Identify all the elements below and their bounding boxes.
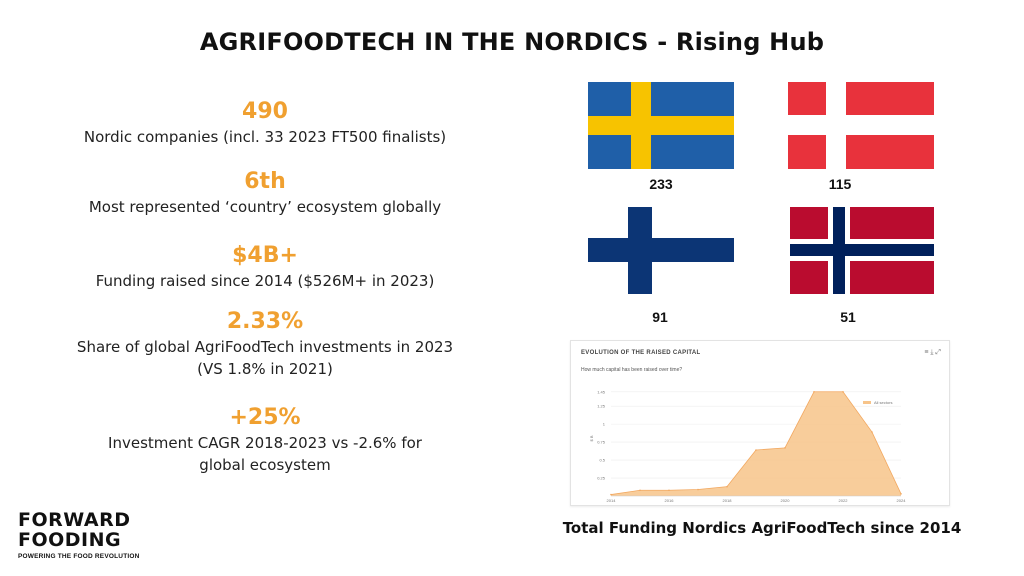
legend-label: All sectors — [874, 400, 892, 405]
forward-fooding-logo: FORWARD FOODING POWERING THE FOOD REVOLU… — [18, 510, 148, 560]
data-point — [813, 390, 815, 393]
y-tick-label: 0.75 — [597, 440, 606, 445]
chart-caption: Total Funding Nordics AgriFoodTech since… — [562, 519, 962, 537]
sweden-count: 233 — [649, 176, 673, 192]
y-tick-label: 0.25 — [597, 476, 606, 481]
data-point — [871, 431, 873, 433]
stat-value: 6th — [244, 169, 286, 194]
raised-capital-chart: EVOLUTION OF THE RAISED CAPITAL ≡ ⤓ ⤢ Ho… — [570, 340, 950, 506]
data-point — [784, 447, 786, 449]
stat-desc: Funding raised since 2014 ($526M+ in 202… — [95, 272, 435, 290]
stat-value: $4B+ — [232, 243, 298, 268]
stat-funding: $4B+ Funding raised since 2014 ($526M+ i… — [0, 242, 530, 292]
stat-desc: (VS 1.8% in 2021) — [197, 360, 333, 378]
x-tick-label: 2024 — [897, 498, 907, 503]
finland-flag-icon — [588, 207, 734, 294]
y-tick-label: 1 — [603, 422, 606, 427]
stat-value: 2.33% — [226, 309, 304, 334]
denmark-count: 115 — [828, 176, 852, 192]
x-tick-label: 2020 — [781, 498, 791, 503]
logo-tagline: POWERING THE FOOD REVOLUTION — [18, 553, 140, 560]
chart-title: EVOLUTION OF THE RAISED CAPITAL — [581, 350, 701, 356]
stat-desc: Share of global AgriFoodTech investments… — [76, 338, 454, 356]
stat-desc: Investment CAGR 2018-2023 vs -2.6% for — [108, 434, 422, 452]
data-point — [697, 488, 699, 491]
x-tick-label: 2014 — [607, 498, 617, 503]
norway-flag-icon — [790, 207, 934, 294]
x-tick-label: 2022 — [839, 498, 849, 503]
denmark-flag-icon — [788, 82, 934, 169]
stat-desc: Most represented ‘country’ ecosystem glo… — [88, 198, 442, 216]
stat-value: 490 — [242, 99, 288, 124]
finland-count: 91 — [652, 309, 668, 325]
stat-cagr: +25% Investment CAGR 2018-2023 vs -2.6% … — [0, 404, 530, 476]
chart-toolbar[interactable]: ≡ ⤓ ⤢ — [924, 349, 941, 356]
data-point — [755, 449, 757, 451]
stat-companies: 490 Nordic companies (incl. 33 2023 FT50… — [0, 98, 530, 148]
sweden-flag-icon — [588, 82, 734, 169]
stat-desc: Nordic companies (incl. 33 2023 FT500 fi… — [83, 128, 447, 146]
data-point — [900, 493, 902, 495]
y-axis-label: $ B — [589, 435, 594, 441]
y-tick-label: 0.5 — [599, 458, 605, 463]
y-tick-label: 1.25 — [597, 404, 606, 409]
x-tick-label: 2018 — [723, 498, 733, 503]
logo-line2: FOODING — [18, 529, 122, 551]
data-point — [610, 493, 612, 496]
logo-line1: FORWARD — [18, 509, 131, 531]
chart-subtitle: How much capital has been raised over ti… — [581, 367, 683, 373]
chart-plot: 0.25 0.5 0.75 1 1.25 1.45 $ B 2014 2016 2018 2020 2… — [589, 389, 907, 503]
data-point — [842, 390, 844, 393]
data-point — [639, 489, 641, 492]
legend-swatch — [863, 401, 871, 404]
data-point — [726, 485, 728, 488]
stat-value: +25% — [229, 405, 301, 430]
stat-desc: global ecosystem — [199, 456, 331, 474]
page-title: AGRIFOODTECH IN THE NORDICS - Rising Hub — [199, 28, 825, 56]
norway-count: 51 — [840, 309, 856, 325]
series-area — [611, 391, 901, 496]
y-tick-label: 1.45 — [597, 389, 606, 394]
x-tick-label: 2016 — [665, 498, 675, 503]
data-point — [668, 489, 670, 492]
stat-rank: 6th Most represented ‘country’ ecosystem… — [0, 168, 530, 218]
stat-share: 2.33% Share of global AgriFoodTech inves… — [0, 308, 530, 380]
